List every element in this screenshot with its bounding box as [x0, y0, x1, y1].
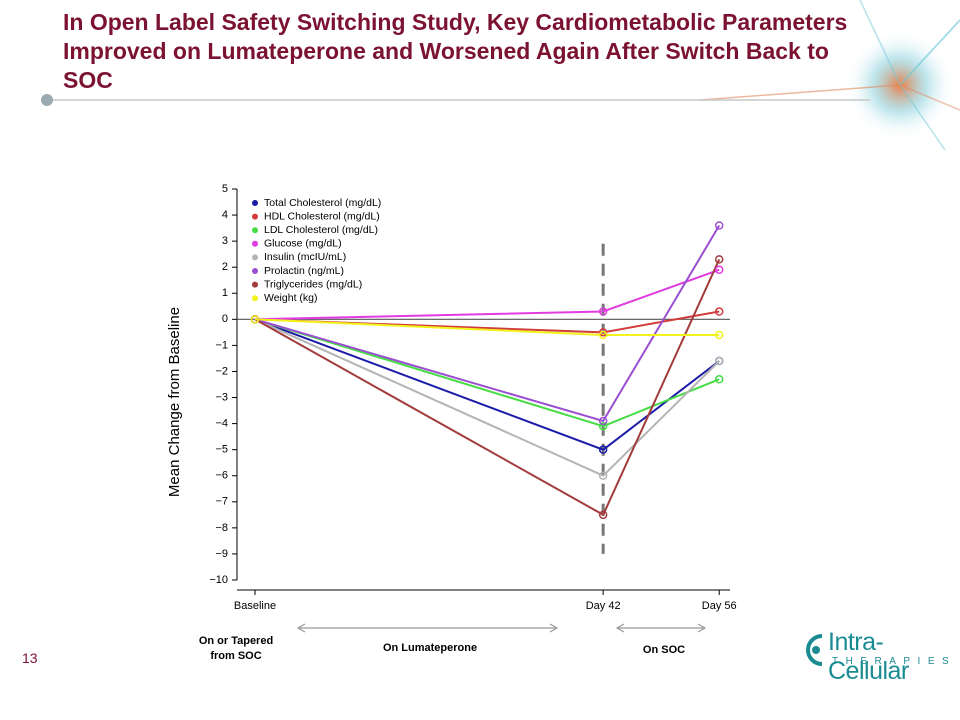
legend-marker — [252, 254, 258, 261]
data-point — [598, 328, 608, 337]
legend-label: Insulin (mcIU/mL) — [264, 251, 346, 263]
data-point — [598, 330, 608, 340]
data-point — [250, 315, 260, 324]
logo-tagline: THERAPIES — [832, 656, 957, 667]
data-point — [250, 315, 260, 324]
data-point — [598, 416, 608, 426]
phase-label: On or Tapered from SOC — [198, 635, 274, 662]
y-tick-label: −4 — [215, 418, 228, 430]
data-point — [598, 510, 608, 520]
y-tick-label: 5 — [222, 183, 228, 195]
data-point — [250, 315, 260, 324]
x-tick-label: Day 42 — [586, 600, 621, 612]
y-tick-label: 3 — [222, 235, 228, 247]
y-tick-label: −10 — [209, 574, 228, 586]
y-tick-label: 1 — [222, 287, 228, 299]
y-tick-label: −2 — [215, 365, 228, 377]
legend-marker — [252, 227, 258, 234]
data-point — [714, 255, 724, 264]
legend-label: Glucose (mg/dL) — [264, 238, 342, 250]
series-line — [254, 318, 720, 477]
y-tick-label: −6 — [215, 470, 228, 482]
phase-label: On SOC — [642, 644, 686, 656]
legend-label: Prolactin (ng/mL) — [264, 265, 344, 277]
data-point — [250, 315, 260, 324]
data-point — [714, 330, 724, 340]
slide-title: In Open Label Safety Switching Study, Ke… — [63, 9, 848, 93]
legend-marker — [252, 240, 258, 247]
data-point — [714, 221, 724, 230]
legend-marker — [252, 213, 258, 220]
y-axis-label: Mean Change from Baseline — [166, 307, 183, 497]
y-tick-label: 0 — [222, 313, 228, 325]
series-line — [254, 258, 721, 517]
y-tick-label: −3 — [215, 391, 228, 403]
data-point — [714, 356, 724, 366]
phase-arrows — [296, 623, 707, 633]
x-tick-label: Baseline — [234, 600, 276, 612]
legend-label: Weight (kg) — [264, 292, 318, 304]
series-line — [254, 318, 720, 336]
data-point — [598, 421, 608, 431]
legend-label: HDL Cholesterol (mg/dL) — [264, 210, 380, 222]
legend-label: LDL Cholesterol (mg/dL) — [264, 224, 378, 236]
data-point — [250, 315, 260, 324]
y-tick-label: −8 — [215, 522, 228, 534]
data-point — [714, 265, 724, 275]
data-point — [598, 307, 608, 316]
series-line — [254, 268, 720, 321]
series-line — [254, 310, 720, 334]
data-point — [714, 307, 724, 316]
logo-name: Intra-Cellular — [828, 628, 909, 685]
legend-label: Triglycerides (mg/dL) — [264, 278, 362, 290]
data-point — [250, 315, 260, 324]
series-line — [254, 224, 721, 423]
legend-marker — [252, 295, 258, 302]
data-point — [250, 315, 260, 324]
logo-mark — [806, 634, 823, 666]
y-tick-label: −9 — [215, 548, 228, 560]
y-tick-label: −7 — [215, 496, 228, 508]
data-point — [714, 356, 724, 366]
series-line — [254, 318, 720, 451]
legend-marker — [252, 200, 258, 206]
legend-label: Total Cholesterol (mg/dL) — [264, 197, 381, 209]
data-point — [250, 315, 260, 324]
phase-label: On Lumateperone — [382, 642, 478, 654]
data-point — [598, 445, 608, 454]
y-tick-label: 2 — [222, 261, 228, 273]
y-tick-label: −5 — [215, 444, 228, 456]
series-line — [254, 318, 720, 428]
x-tick-label: Day 56 — [702, 600, 737, 612]
legend-marker — [252, 268, 258, 274]
data-point — [714, 375, 724, 384]
page-number: 13 — [22, 650, 38, 666]
y-tick-label: 4 — [222, 209, 228, 221]
legend-marker — [252, 281, 258, 288]
data-point — [598, 471, 608, 480]
y-tick-label: −1 — [215, 339, 228, 351]
